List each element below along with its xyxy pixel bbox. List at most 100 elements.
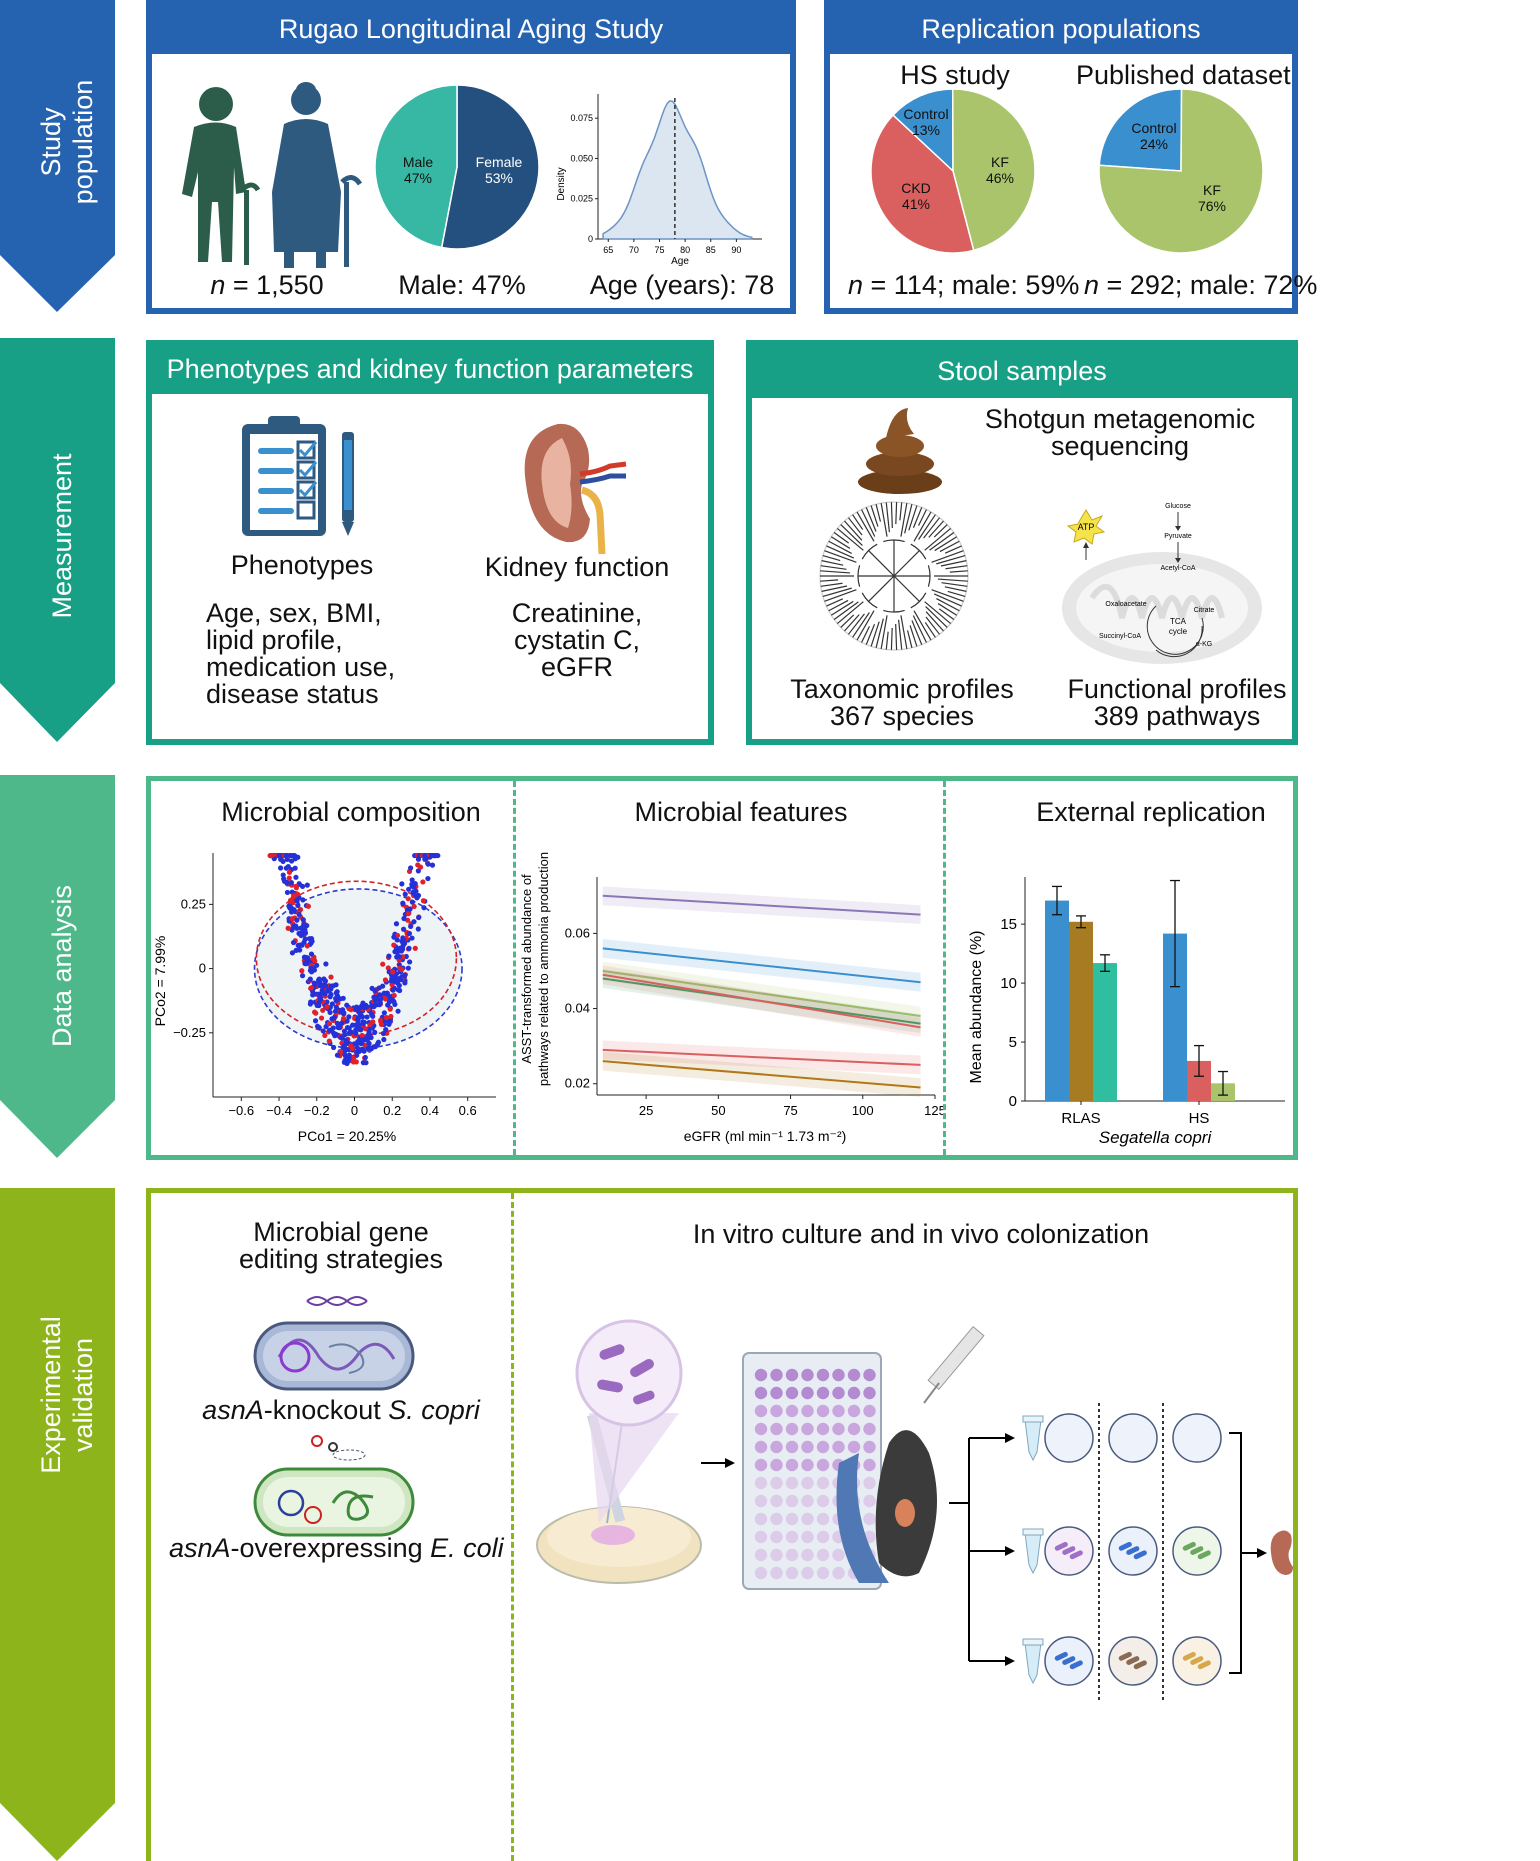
- pcoa-point: [372, 1002, 378, 1008]
- pcoa-point: [353, 1059, 359, 1065]
- pcoa-point: [406, 930, 413, 937]
- pcoa-point: [405, 911, 412, 917]
- phenotypes-panel: Phenotypes and kidney function parameter…: [146, 340, 714, 745]
- pcoa-point: [391, 992, 397, 999]
- arrow-study-population: Study population: [0, 0, 137, 312]
- density-ytick: 0.075: [570, 113, 593, 123]
- pcoa-point: [402, 891, 408, 897]
- pcoa-point: [368, 1046, 374, 1052]
- pcoa-point: [299, 968, 305, 974]
- pcoa-point: [288, 852, 294, 859]
- succinyl-coa-label: Succinyl-CoA: [1099, 633, 1141, 640]
- pcoa-point: [412, 880, 418, 887]
- species-label: Segatella copri: [1099, 1128, 1213, 1147]
- pcoa-point: [269, 852, 275, 859]
- overexpressing-bacterium-icon: [253, 1435, 415, 1537]
- pcoa-xtick: 0.4: [421, 1103, 439, 1118]
- pyruvate-label: Pyruvate: [1164, 533, 1192, 540]
- pcoa-point: [366, 1040, 372, 1047]
- composition-title: Microbial composition: [221, 797, 481, 827]
- hs-ckd-pct: 41%: [901, 196, 931, 212]
- pcoa-point: [290, 939, 297, 946]
- validation-panel: Microbial gene editing strategies asnA-k…: [146, 1188, 1298, 1861]
- phenotypes-label: Phenotypes: [230, 550, 374, 580]
- pcoa-point: [399, 881, 405, 887]
- pcoa-point: [307, 1001, 313, 1007]
- pcoa-point: [375, 1039, 382, 1045]
- pie-female-pct: 53%: [484, 170, 514, 186]
- pcoa-point: [366, 1029, 372, 1035]
- pcoa-point: [339, 1020, 345, 1026]
- phenotype-item: disease status: [206, 679, 379, 709]
- pcoa-point: [317, 995, 324, 1001]
- pcoa-point: [330, 1044, 337, 1051]
- pcoa-point: [363, 1060, 369, 1066]
- hs-kf-pct: 46%: [985, 170, 1015, 186]
- feature-series-line: [602, 1060, 921, 1089]
- pcoa-point: [324, 1004, 330, 1010]
- pcoa-point: [288, 904, 294, 911]
- kidney-function-list: Creatinine, cystatin C, eGFR: [492, 600, 662, 681]
- age-density-plot: 0 0.025 0.050 0.075 65 70 75 80 85 90 Density Ag…: [556, 94, 762, 267]
- pcoa-point: [405, 965, 411, 971]
- phenotypes-title: Phenotypes and kidney function parameter…: [166, 354, 694, 384]
- pcoa-point: [411, 919, 417, 925]
- hs-control-label: Control: [903, 106, 949, 122]
- pcoa-point: [349, 1022, 356, 1028]
- pcoa-point: [406, 945, 412, 951]
- rlas-title: Rugao Longitudinal Aging Study: [278, 14, 664, 44]
- phylogenetic-tree-icon: [819, 501, 969, 651]
- pcoa-point: [406, 886, 412, 892]
- pcoa-point: [369, 1011, 375, 1018]
- row-label-study: Study: [36, 107, 66, 177]
- density-xtick: 80: [680, 245, 690, 255]
- pcoa-point: [301, 927, 307, 933]
- hs-ckd-label: CKD: [901, 180, 931, 196]
- density-xtick: 75: [654, 245, 664, 255]
- taxonomic-line2: 367 species: [829, 701, 975, 731]
- feature-series-line: [602, 947, 921, 984]
- pcoa-xtick: 0: [351, 1103, 358, 1118]
- published-dataset-title: Published dataset: [1076, 60, 1291, 90]
- sequencing-line2: sequencing: [1050, 431, 1190, 461]
- pcoa-scatter-plot: −0.6 −0.4 −0.2 0 0.2 0.4 0.6 0.25 0 −0.25 PCo1 =…: [152, 852, 496, 1144]
- pcoa-point: [399, 938, 405, 945]
- pcoa-point: [346, 1014, 352, 1020]
- oxaloacetate-label: Oxaloacetate: [1105, 601, 1146, 608]
- replication-xtick: HS: [1189, 1110, 1210, 1127]
- glucose-label: Glucose: [1165, 503, 1191, 510]
- pcoa-point: [359, 1046, 365, 1052]
- pcoa-point: [348, 1029, 354, 1035]
- pcoa-point: [415, 926, 421, 932]
- pcoa-point: [353, 1004, 360, 1010]
- pcoa-point: [355, 1039, 361, 1045]
- pcoa-point: [435, 852, 441, 859]
- features-xtick: 125: [924, 1103, 943, 1118]
- features-xtick: 100: [852, 1103, 874, 1118]
- pcoa-point: [305, 903, 311, 909]
- pcoa-point: [378, 1017, 384, 1023]
- features-line-chart: ASST-transformed abundance of pathways r…: [519, 852, 943, 1144]
- pcoa-point: [308, 985, 314, 991]
- features-ylabel-2: pathways related to ammonia production: [536, 852, 551, 1086]
- arrow-measurement: Measurement: [0, 338, 137, 742]
- pcoa-point: [391, 934, 397, 940]
- pcoa-point: [400, 926, 407, 932]
- replication-ytick: 0: [1009, 1093, 1017, 1110]
- pcoa-point: [296, 930, 302, 937]
- pcoa-point: [325, 987, 331, 993]
- pcoa-point: [344, 1002, 350, 1008]
- pcoa-point: [308, 965, 314, 972]
- pcoa-point: [319, 987, 325, 993]
- density-ytick: 0: [588, 234, 593, 244]
- kidney-function-label: Kidney function: [484, 552, 670, 582]
- rlas-age-caption: Age (years): 78: [589, 270, 775, 300]
- pcoa-point: [334, 1020, 340, 1027]
- atp-label: ATP: [1078, 522, 1095, 532]
- pcoa-point: [288, 909, 295, 915]
- pcoa-point: [402, 980, 408, 986]
- hs-pie-slice-0: [891, 88, 954, 173]
- pcoa-point: [399, 966, 405, 972]
- acetyl-coa-label: Acetyl-CoA: [1160, 565, 1195, 572]
- pcoa-point: [312, 1018, 319, 1024]
